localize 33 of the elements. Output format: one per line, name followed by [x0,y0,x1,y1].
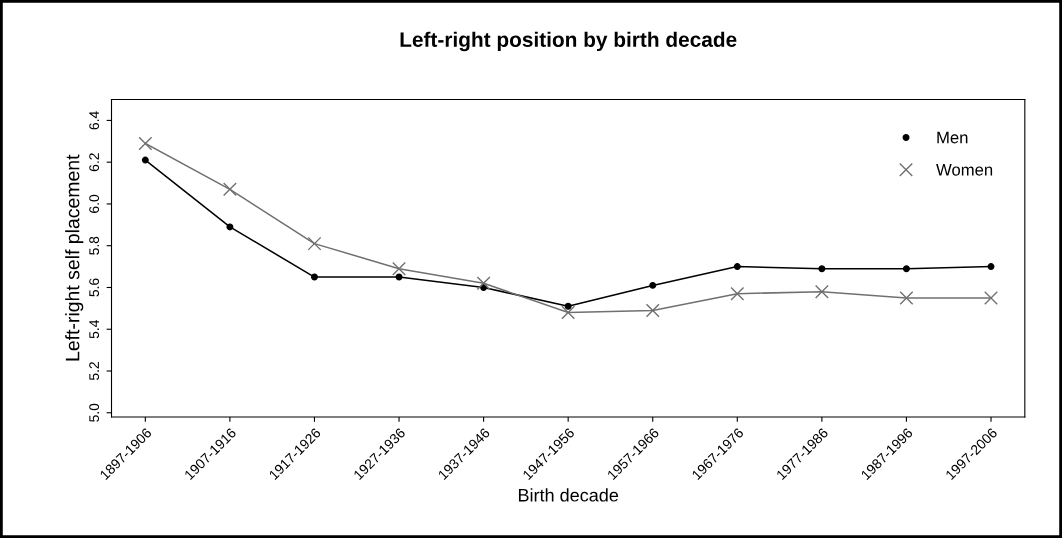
y-tick-label: 6.0 [89,194,100,213]
y-axis-title: Left-right self placement [65,154,84,361]
legend-label: Men [937,131,968,144]
y-tick-label: 5.2 [89,362,100,381]
point [899,290,914,305]
point [564,302,572,310]
y-tick-label: 5.0 [89,403,100,422]
point [730,286,745,301]
point [310,273,318,281]
point [226,223,234,231]
x-axis-title: Birth decade [518,488,619,502]
point [984,290,998,305]
point [645,303,660,318]
y-tick-label: 6.2 [89,153,100,172]
y-tick-label: 5.6 [89,278,100,297]
point [987,263,995,271]
chart-title: Left-right position by birth decade [400,31,737,52]
point [138,136,153,151]
point [902,265,910,273]
point [818,265,826,273]
point [733,263,741,271]
point [561,305,576,320]
point [392,261,406,276]
point [141,156,149,164]
y-tick-label: 5.4 [89,319,100,339]
y-tick-label: 6.4 [89,111,100,130]
point [476,276,491,291]
point [649,281,657,289]
y-tick-label: 5.8 [89,236,100,255]
point [222,182,237,197]
point [307,236,322,251]
legend-label: Women [936,164,993,176]
point [814,284,829,299]
